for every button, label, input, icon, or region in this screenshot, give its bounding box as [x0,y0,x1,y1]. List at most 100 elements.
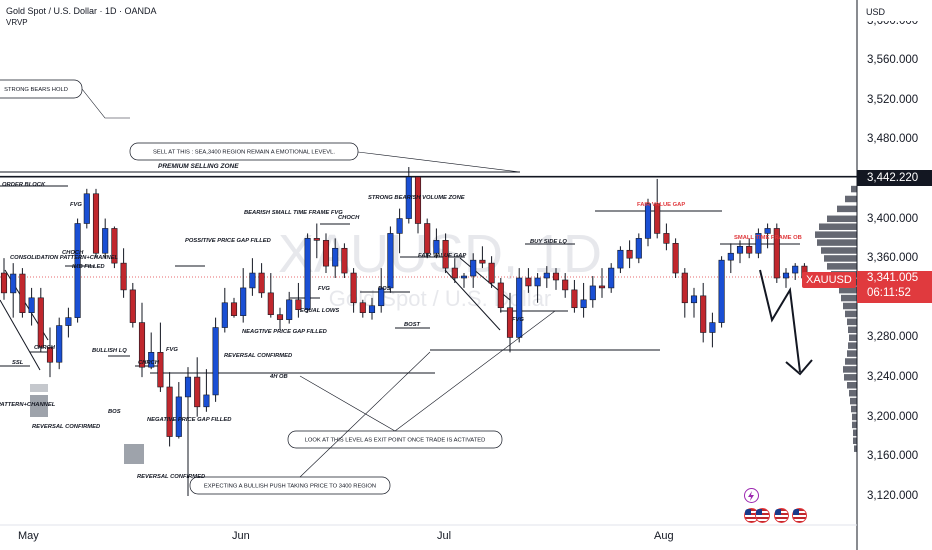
chart-annotation: REVERSAL CONFIRMED [224,353,293,359]
chart-annotation: CHRCH [34,345,56,351]
bear-candle [598,285,606,289]
bull-candle [516,277,523,338]
price-tick-label: 3,360.000 [867,252,919,265]
bear-candle [138,322,146,368]
volume-profile-bar [848,342,857,349]
candle-countdown: 06:11:52 [867,287,911,299]
callout-strong-bears: STRONG BEARS HOLD [4,87,68,93]
bull-candle [736,245,744,254]
bear-candle [276,314,284,320]
bull-candle [792,265,799,274]
price-tick-label: 3,120.000 [867,490,919,502]
bull-candle [368,305,376,313]
price-tick-label: 3,400.000 [867,212,919,225]
levels-layer [0,171,857,464]
bear-candle [424,223,431,254]
bear-candle [571,289,578,309]
bear-candle [166,386,173,437]
chart-annotation: STRONG BEARISH VOLUME ZONE [368,195,466,201]
us-flag-icon[interactable] [774,508,789,523]
chart-annotation: ORDER BLOCK [2,182,46,188]
fvg-red-label: FAIR VALUE GAP [637,202,685,208]
bull-candle [65,317,72,326]
bull-candle [249,272,256,289]
price-tick-label: 3,160.000 [867,450,919,463]
price-tick-label: 3,520.000 [867,93,919,106]
volume-profile-bar [852,421,857,429]
us-flag-icon[interactable] [792,508,807,523]
chart-annotation: FVG [318,286,330,292]
volume-profile-bar [849,334,857,341]
symbol-tag: XAUUSD [802,272,856,288]
chart-annotation: CHRCH [138,360,160,366]
chart-annotation: CONSOLIDATION PATTERN+CHANNEL [10,255,119,261]
chart-annotation: BOS [378,286,391,292]
volume-profile-bar [852,413,857,421]
price-tick-label: 3,200.000 [867,410,919,423]
bull-candle [460,275,468,279]
callout-exit-point: LOOK AT THIS LEVEL AS EXIT POINT ONCE TR… [305,438,486,444]
lightning-icon[interactable] [744,488,759,503]
bull-candle [212,327,219,396]
volume-profile-bar [815,231,857,238]
bear-candle [451,267,458,279]
volume-profile-bar [847,350,857,357]
annotations-layer: STRONG BEARS HOLD SELL AT THIS : SEA,3400… [0,79,802,495]
bull-candle [727,252,734,261]
bull-candle [304,238,311,311]
indicator-label[interactable]: VRVP [6,18,28,27]
volume-profile-bar [853,437,857,445]
bull-candle [589,285,596,301]
bear-candle [626,249,633,259]
chart-annotation: EQUAL LOWS [300,308,339,314]
volume-profile-bar [845,358,857,365]
bull-candle [690,295,698,304]
volume-profile-bar [847,382,857,389]
volume-profile-bar [827,263,857,270]
bear-candle [120,262,127,291]
bear-candle [488,262,495,284]
channel-line [444,269,501,331]
volume-profile-bar [817,239,857,246]
bull-candle [175,396,182,437]
callout-pointer [299,375,396,432]
bull-candle [28,297,35,313]
us-flag-icon[interactable] [755,508,770,523]
bull-candle [286,299,293,320]
bull-candle [240,287,247,316]
bull-candle [764,228,771,234]
chart-annotation: CHOCH [338,215,360,221]
chart-title: Gold Spot / U.S. Dollar · 1D · OANDA [6,6,157,16]
volume-profile-bar [841,294,857,302]
volume-profile-bar [839,286,857,294]
volume-profile [815,185,857,452]
bull-candle [83,193,90,224]
order-block-box [30,395,48,417]
high-level-tag: 3,442.220 [857,170,932,186]
bull-candle [470,259,477,277]
volume-profile-bar [845,195,857,203]
bull-candle [433,240,440,254]
bear-candle [46,347,54,363]
volume-profile-bar [847,318,857,326]
chart-annotation: NEGATIVE PRICE GAP FILLED [147,417,232,423]
price-tick-label: 3,280.000 [867,331,919,344]
callout-pointer [299,351,431,478]
bull-candle [203,394,210,408]
volume-profile-bar [850,397,857,405]
chart-annotation: FVG [70,202,82,208]
bear-candle [341,247,348,274]
currency-label: USD [866,7,886,17]
bull-candle [718,259,725,323]
bear-candle [313,238,320,241]
bull-candle [543,272,550,279]
chart-annotation: BEARISH SMALL TIME FRAME FVG [244,210,343,216]
bull-candle [635,238,642,259]
volume-profile-bar [848,326,857,334]
channel-line [0,299,41,371]
bull-candle [102,228,109,254]
month-jul: Jul [437,530,452,542]
volume-profile-bar [843,302,857,310]
bull-candle [396,218,403,234]
